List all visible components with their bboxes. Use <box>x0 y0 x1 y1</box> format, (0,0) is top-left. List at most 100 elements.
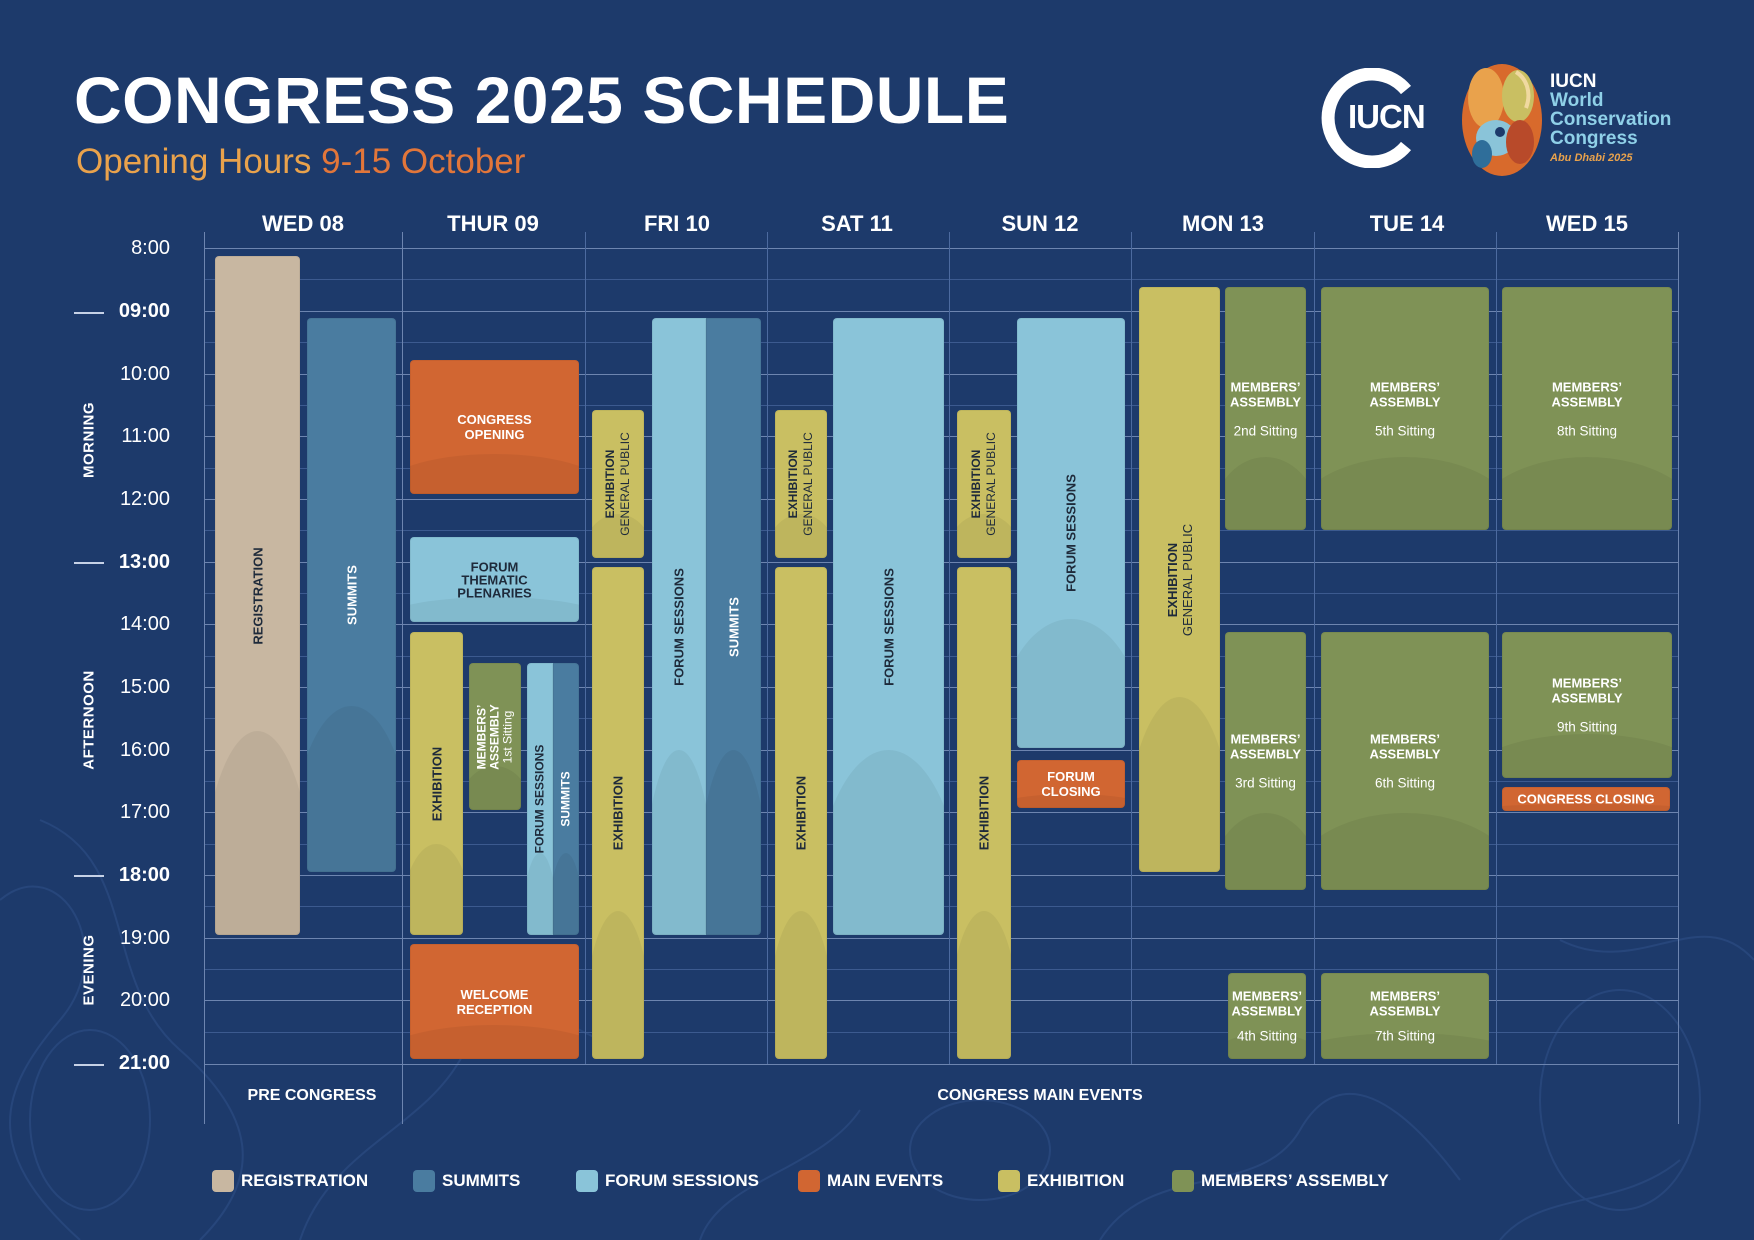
event-label: MEMBERS’ ASSEMBLY 8th Sitting <box>1542 379 1632 438</box>
time-label: 15:00 <box>119 676 170 698</box>
event-forum-sessions: FORUM SESSIONS <box>833 318 944 935</box>
day-header: MON 13 <box>1182 211 1264 236</box>
event-label: MEMBERS’ ASSEMBLY 1st Sitting <box>475 687 515 787</box>
event-exhibition-general-public: EXHIBITION GENERAL PUBLIC <box>592 410 644 558</box>
grid-divider <box>585 232 586 1064</box>
congress-logo-text: IUCN World Conservation Congress Abu Dha… <box>1550 72 1671 168</box>
event-title: EXHIBITION <box>969 449 983 519</box>
legend-item-members-assembly: MEMBERS’ ASSEMBLY <box>1172 1170 1389 1192</box>
event-subtitle: GENERAL PUBLIC <box>1179 523 1195 636</box>
event-label: WELCOME RECEPTION <box>456 986 533 1017</box>
event-title: MEMBERS’ ASSEMBLY <box>1369 379 1441 409</box>
event-sitting: 3rd Sitting <box>1235 775 1296 791</box>
event-title: EXHIBITION <box>786 449 800 519</box>
legend-item-forum-sessions: FORUM SESSIONS <box>576 1170 759 1192</box>
event-title: MEMBERS’ ASSEMBLY <box>1369 731 1441 762</box>
event-title: MEMBERS’ ASSEMBLY <box>1229 731 1302 762</box>
day-header: WED 15 <box>1546 211 1628 236</box>
legend-item-registration: REGISTRATION <box>212 1170 368 1192</box>
event-welcome-reception: WELCOME RECEPTION <box>410 944 579 1059</box>
grid-divider <box>402 232 403 1124</box>
event-label: FORUM SESSIONS <box>532 744 547 854</box>
event-members-assembly-7: MEMBERS’ ASSEMBLY 7th Sitting <box>1321 973 1489 1059</box>
event-exhibition: EXHIBITION <box>775 567 827 1059</box>
event-members-assembly-1: MEMBERS’ ASSEMBLY 1st Sitting <box>469 663 521 810</box>
legend-swatch <box>998 1170 1020 1192</box>
grid-line <box>204 1032 1678 1033</box>
event-label: FORUM CLOSING <box>1041 769 1101 799</box>
time-label: 12:00 <box>119 488 170 510</box>
legend-swatch <box>413 1170 435 1192</box>
event-sitting: 2nd Sitting <box>1233 423 1298 438</box>
event-sitting: 9th Sitting <box>1556 719 1618 735</box>
section-main-events: CONGRESS MAIN EVENTS <box>937 1087 1143 1104</box>
iucn-logo: IUCN <box>1318 68 1426 168</box>
time-label: 20:00 <box>119 989 170 1011</box>
event-label: MEMBERS’ ASSEMBLY 6th Sitting <box>1360 732 1450 791</box>
time-label: 17:00 <box>119 801 170 823</box>
event-members-assembly-3: MEMBERS’ ASSEMBLY 3rd Sitting <box>1225 632 1306 890</box>
day-header: SUN 12 <box>1001 211 1079 236</box>
event-title: EXHIBITION <box>603 449 617 519</box>
event-label: EXHIBITION <box>976 775 992 851</box>
event-members-assembly-8: MEMBERS’ ASSEMBLY 8th Sitting <box>1502 287 1672 530</box>
event-title: MEMBERS’ ASSEMBLY <box>1231 988 1303 1019</box>
grid-line <box>204 279 1678 280</box>
page-title: CONGRESS 2025 SCHEDULE <box>74 63 1010 137</box>
legend-swatch <box>798 1170 820 1192</box>
grid-divider <box>1496 232 1497 1064</box>
event-subtitle: GENERAL PUBLIC <box>618 432 632 536</box>
grid-divider <box>204 232 205 1124</box>
event-label: MEMBERS’ ASSEMBLY 2nd Sitting <box>1228 379 1304 438</box>
grid-line <box>204 311 1678 312</box>
day-header: SAT 11 <box>821 211 893 236</box>
event-label: CONGRESS OPENING <box>457 412 532 442</box>
event-label: MEMBERS’ ASSEMBLY 7th Sitting <box>1360 989 1450 1044</box>
event-exhibition: EXHIBITION <box>592 567 644 1059</box>
event-label: FORUM SESSIONS <box>881 567 896 686</box>
time-label: 21:00 <box>118 1052 170 1074</box>
time-label: 19:00 <box>119 927 170 949</box>
event-label: MEMBERS’ ASSEMBLY 9th Sitting <box>1542 676 1632 735</box>
event-title: MEMBERS’ ASSEMBLY <box>1229 379 1302 409</box>
day-header: TUE 14 <box>1369 211 1445 236</box>
time-label: 11:00 <box>121 425 170 447</box>
event-title: MEMBERS’ ASSEMBLY <box>1369 988 1441 1019</box>
event-exhibition: EXHIBITION <box>410 632 463 935</box>
iucn-logo-text: IUCN <box>1348 98 1426 135</box>
event-label: CONGRESS CLOSING <box>1517 791 1655 807</box>
period-tick <box>74 1064 104 1066</box>
event-forum-closing: FORUM CLOSING <box>1017 760 1125 808</box>
grid-divider <box>1131 232 1132 1064</box>
event-label: SUMMITS <box>726 596 741 657</box>
event-summits: SUMMITS <box>706 318 761 935</box>
time-label: 18:00 <box>118 864 170 886</box>
event-sitting: 8th Sitting <box>1556 423 1618 438</box>
congress-logo-line3: Conservation <box>1550 109 1672 130</box>
event-title: MEMBERS’ ASSEMBLY <box>1551 675 1623 706</box>
event-members-assembly-6: MEMBERS’ ASSEMBLY 6th Sitting <box>1321 632 1489 890</box>
event-label: EXHIBITION GENERAL PUBLIC <box>603 432 633 536</box>
event-registration: REGISTRATION <box>215 256 300 935</box>
time-label: 10:00 <box>119 363 170 385</box>
event-label: EXHIBITION <box>429 746 444 821</box>
legend-label: SUMMITS <box>442 1171 521 1190</box>
period-morning: MORNING <box>80 402 98 478</box>
congress-logo-line1: IUCN <box>1550 71 1597 92</box>
event-label: EXHIBITION GENERAL PUBLIC <box>786 432 816 536</box>
event-sitting: 1st Sitting <box>500 710 515 763</box>
page-subtitle: Opening Hours 9-15 October <box>76 142 525 182</box>
legend-swatch <box>212 1170 234 1192</box>
legend-swatch <box>1172 1170 1194 1192</box>
event-congress-opening: CONGRESS OPENING <box>410 360 579 494</box>
congress-logo-line5: Abu Dhabi 2025 <box>1550 152 1633 164</box>
event-title: EXHIBITION <box>1164 542 1180 617</box>
event-label: SUMMITS <box>344 565 359 625</box>
grid-divider <box>949 232 950 1064</box>
event-forum-thematic-plenaries: FORUM THEMATIC PLENARIES <box>410 537 579 622</box>
event-forum-sessions: FORUM SESSIONS <box>527 663 553 935</box>
event-label: MEMBERS’ ASSEMBLY 5th Sitting <box>1360 379 1450 438</box>
grid-line <box>204 1064 1678 1065</box>
subtitle-dates: 9-15 October <box>321 142 526 181</box>
event-exhibition: EXHIBITION <box>957 567 1011 1059</box>
